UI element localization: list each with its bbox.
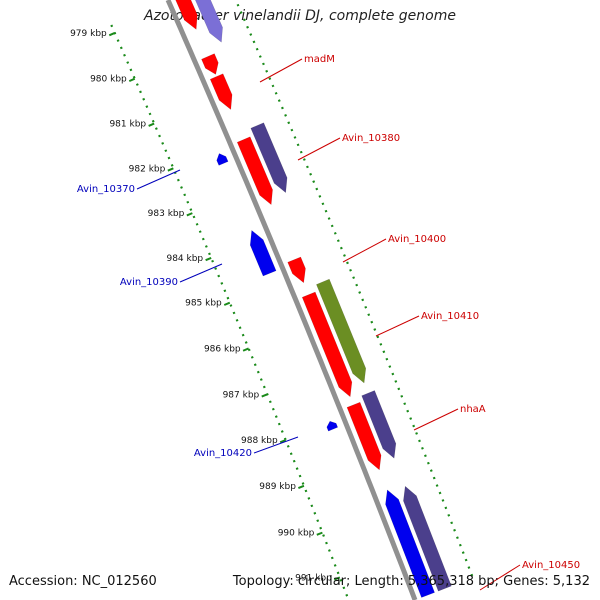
gene-arrow[interactable] <box>250 122 288 194</box>
gene-arrow[interactable] <box>326 420 339 432</box>
label-leader-line <box>342 238 387 263</box>
tick-label: 990 kbp <box>278 529 315 539</box>
tick-label: 982 kbp <box>129 164 166 174</box>
gene-arrow[interactable] <box>201 53 219 75</box>
gene-label[interactable]: Avin_10400 <box>388 234 446 245</box>
tick-label: 991 kbp <box>295 573 332 583</box>
tick-mark <box>186 212 193 217</box>
label-leader-line <box>413 408 459 431</box>
tick-mark <box>223 301 231 306</box>
tick-mark <box>242 347 250 352</box>
map-title: Azotobacter vinelandii DJ, complete geno… <box>144 8 456 24</box>
tick-label: 980 kbp <box>90 75 127 85</box>
tick-mark <box>128 77 136 83</box>
tick-label: 981 kbp <box>109 120 146 130</box>
gene-arrow[interactable] <box>236 136 273 206</box>
gene-label[interactable]: madM <box>304 54 335 65</box>
tick-label: 983 kbp <box>148 209 185 219</box>
ring-guides <box>110 0 474 600</box>
tick-mark <box>108 32 116 37</box>
backbone-line <box>165 0 418 600</box>
gene-label[interactable]: Avin_10450 <box>522 560 580 571</box>
tick-label: 985 kbp <box>185 299 222 309</box>
gene-arrow[interactable] <box>287 256 306 284</box>
label-leader-line <box>297 137 341 161</box>
tick-label: 987 kbp <box>223 390 260 400</box>
label-leader-line <box>375 315 420 337</box>
gene-label[interactable]: Avin_10380 <box>342 133 400 144</box>
tick-mark <box>261 393 268 398</box>
gene-arrow[interactable] <box>403 485 452 592</box>
gene-arrow[interactable] <box>216 153 229 166</box>
tick-mark <box>298 484 305 489</box>
gene-label[interactable]: Avin_10370 <box>77 184 135 195</box>
gene-labels[interactable]: madM Avin_10380 Avin_10370 Avin_10400 Avin_1… <box>77 54 580 591</box>
tick-mark <box>333 576 341 581</box>
gene-features[interactable] <box>174 0 452 598</box>
gene-label[interactable]: Avin_10410 <box>421 311 479 322</box>
tick-mark <box>316 531 323 536</box>
gene-arrow[interactable] <box>174 0 198 30</box>
outer-ring-guide <box>234 0 474 579</box>
gene-label[interactable]: Avin_10390 <box>120 277 178 288</box>
label-leader-line <box>136 169 181 190</box>
gene-arrow[interactable] <box>191 0 223 43</box>
gene-arrow[interactable] <box>385 489 435 598</box>
tick-mark <box>148 122 155 127</box>
label-leader-line <box>479 564 521 591</box>
gene-label[interactable]: nhaA <box>460 404 486 415</box>
tick-mark <box>167 167 174 172</box>
gene-arrow[interactable] <box>361 390 397 459</box>
label-leader-line <box>253 436 299 454</box>
tick-label: 989 kbp <box>259 482 296 492</box>
tick-label: 979 kbp <box>70 29 107 39</box>
gene-arrow[interactable] <box>301 291 353 398</box>
gene-label[interactable]: Avin_10420 <box>194 448 252 459</box>
genome-backbone <box>165 0 418 600</box>
accession-text: Accession: NC_012560 <box>9 574 157 589</box>
tick-mark <box>279 439 287 444</box>
kbp-ticks: 979 kbp 980 kbp 981 kbp 982 kbp 983 kbp 984 k… <box>70 29 341 583</box>
tick-mark <box>205 256 212 262</box>
gene-arrow[interactable] <box>346 401 382 471</box>
gene-arrow[interactable] <box>209 73 233 110</box>
tick-label: 986 kbp <box>204 344 241 354</box>
tick-label: 984 kbp <box>166 254 203 264</box>
gene-arrow[interactable] <box>249 229 277 277</box>
label-leader-line <box>179 263 223 283</box>
gene-arrow[interactable] <box>316 278 367 384</box>
label-leader-line <box>259 58 303 83</box>
tick-label: 988 kbp <box>241 436 278 446</box>
topology-text: Topology: circular; Length: 5,365,318 bp… <box>232 574 590 589</box>
